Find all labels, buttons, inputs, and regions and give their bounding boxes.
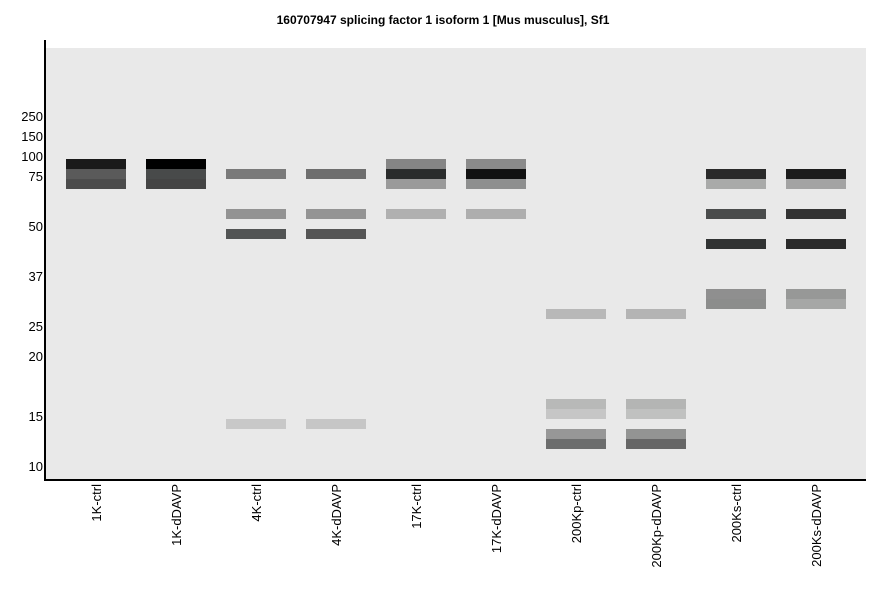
band (226, 169, 286, 179)
band (146, 179, 206, 189)
band (786, 289, 846, 299)
lane-label: 1K-dDAVP (169, 484, 184, 546)
band (66, 159, 126, 169)
y-tick-label: 37 (29, 269, 43, 284)
band (466, 209, 526, 219)
band (146, 169, 206, 179)
band (226, 209, 286, 219)
lane-label: 200Ks-ctrl (729, 484, 744, 543)
band (706, 289, 766, 299)
band (226, 229, 286, 239)
band (786, 239, 846, 249)
band (626, 309, 686, 319)
band (786, 179, 846, 189)
y-tick-label: 250 (21, 109, 43, 124)
band (146, 159, 206, 169)
lane-labels: 1K-ctrl 1K-dDAVP 4K-ctrl 4K-dDAVP 17K-ctrl 17… (89, 484, 824, 568)
gel-background (46, 48, 866, 479)
band (546, 439, 606, 449)
band (386, 169, 446, 179)
y-tick-label: 100 (21, 149, 43, 164)
band (466, 159, 526, 169)
band (626, 399, 686, 409)
band (546, 309, 606, 319)
bands (66, 159, 846, 449)
y-tick-labels: 250 150 100 75 50 37 25 20 15 10 (21, 109, 43, 474)
band (306, 169, 366, 179)
band (706, 239, 766, 249)
y-tick-label: 50 (29, 219, 43, 234)
band (546, 429, 606, 439)
band (546, 409, 606, 419)
y-tick-label: 10 (29, 459, 43, 474)
band (706, 169, 766, 179)
band (786, 299, 846, 309)
band (706, 209, 766, 219)
band (66, 179, 126, 189)
band (626, 439, 686, 449)
lane-label: 4K-dDAVP (329, 484, 344, 546)
band (466, 179, 526, 189)
band (386, 209, 446, 219)
band (546, 399, 606, 409)
lane-label: 17K-ctrl (409, 484, 424, 529)
band (786, 169, 846, 179)
band (66, 169, 126, 179)
y-tick-label: 15 (29, 409, 43, 424)
lane-label: 1K-ctrl (89, 484, 104, 522)
band (226, 419, 286, 429)
y-tick-label: 20 (29, 349, 43, 364)
band (706, 299, 766, 309)
lane-label: 17K-dDAVP (489, 484, 504, 553)
y-tick-label: 75 (29, 169, 43, 184)
y-tick-label: 150 (21, 129, 43, 144)
band (386, 159, 446, 169)
band (706, 179, 766, 189)
band (626, 429, 686, 439)
chart-title: 160707947 splicing factor 1 isoform 1 [M… (277, 13, 610, 27)
band (306, 419, 366, 429)
band (306, 209, 366, 219)
y-tick-label: 25 (29, 319, 43, 334)
lane-label: 4K-ctrl (249, 484, 264, 522)
lane-label: 200Kp-ctrl (569, 484, 584, 543)
lane-label: 200Ks-dDAVP (809, 484, 824, 567)
band (786, 209, 846, 219)
lane-label: 200Kp-dDAVP (649, 484, 664, 568)
band (626, 409, 686, 419)
band (466, 169, 526, 179)
band (306, 229, 366, 239)
band (386, 179, 446, 189)
